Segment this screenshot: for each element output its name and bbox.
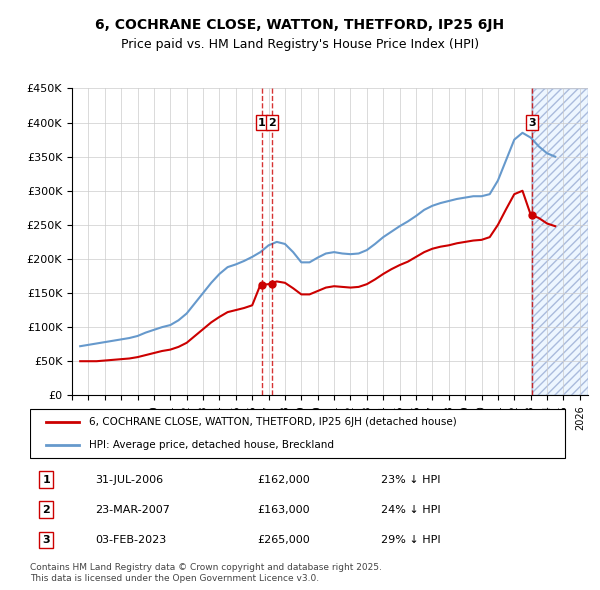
Text: Contains HM Land Registry data © Crown copyright and database right 2025.
This d: Contains HM Land Registry data © Crown c… — [30, 563, 382, 583]
Bar — [532, 88, 588, 395]
Text: 1: 1 — [43, 475, 50, 484]
Text: £265,000: £265,000 — [257, 535, 310, 545]
Text: 6, COCHRANE CLOSE, WATTON, THETFORD, IP25 6JH (detached house): 6, COCHRANE CLOSE, WATTON, THETFORD, IP2… — [89, 417, 457, 427]
Text: 2: 2 — [43, 505, 50, 514]
Text: 6, COCHRANE CLOSE, WATTON, THETFORD, IP25 6JH: 6, COCHRANE CLOSE, WATTON, THETFORD, IP2… — [95, 18, 505, 32]
Text: 2: 2 — [268, 117, 276, 127]
Text: 24% ↓ HPI: 24% ↓ HPI — [381, 505, 440, 514]
Bar — [532, 88, 588, 395]
Text: 29% ↓ HPI: 29% ↓ HPI — [381, 535, 440, 545]
Text: £162,000: £162,000 — [257, 475, 310, 484]
Text: HPI: Average price, detached house, Breckland: HPI: Average price, detached house, Brec… — [89, 440, 334, 450]
Text: 23-MAR-2007: 23-MAR-2007 — [95, 505, 170, 514]
Text: 1: 1 — [258, 117, 266, 127]
Text: Price paid vs. HM Land Registry's House Price Index (HPI): Price paid vs. HM Land Registry's House … — [121, 38, 479, 51]
Text: 3: 3 — [529, 117, 536, 127]
Text: 31-JUL-2006: 31-JUL-2006 — [95, 475, 163, 484]
Text: £163,000: £163,000 — [257, 505, 310, 514]
Text: 23% ↓ HPI: 23% ↓ HPI — [381, 475, 440, 484]
Text: 3: 3 — [43, 535, 50, 545]
Text: 03-FEB-2023: 03-FEB-2023 — [95, 535, 166, 545]
FancyBboxPatch shape — [30, 409, 565, 458]
